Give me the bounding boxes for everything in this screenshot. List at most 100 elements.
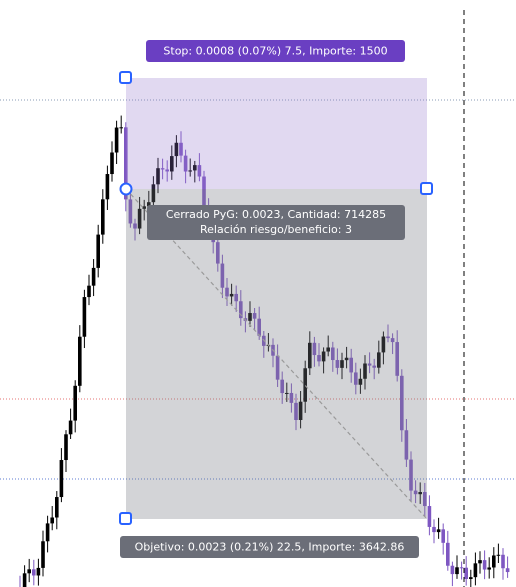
candle-body: [105, 174, 110, 200]
candle-body: [193, 165, 197, 171]
candle-body: [358, 378, 363, 385]
candle-body: [505, 568, 510, 573]
candle-body: [432, 526, 436, 533]
result-label-box: [147, 205, 405, 240]
candle-body: [128, 199, 133, 224]
candle-body: [354, 372, 358, 385]
candle-body: [404, 430, 409, 460]
candle-body: [45, 523, 50, 542]
candle-body: [179, 142, 183, 156]
candle-body: [248, 313, 252, 321]
candle-body: [478, 560, 482, 564]
candle-body: [331, 347, 335, 361]
handle[interactable]: [420, 182, 433, 195]
candle-body: [183, 155, 188, 172]
candle-body: [496, 554, 501, 556]
candle-body: [188, 170, 192, 172]
candle-body: [225, 287, 229, 297]
candle-body: [409, 459, 413, 491]
candle-body: [418, 492, 422, 495]
candle-body: [280, 379, 284, 394]
candle-body: [27, 569, 31, 574]
candle-body: [36, 567, 41, 576]
candle-body: [275, 355, 280, 380]
candle-body: [64, 434, 68, 461]
candle-body: [390, 338, 395, 343]
candle-body: [59, 460, 64, 498]
target-label: Objetivo: 0.0023 (0.21%) 22.5, Importe: …: [135, 541, 405, 554]
candle-body: [308, 342, 312, 369]
candle-body: [285, 392, 289, 394]
candle-body: [321, 351, 326, 362]
stop-label: Stop: 0.0008 (0.07%) 7.5, Importe: 1500: [163, 45, 387, 58]
candle-body: [423, 492, 427, 507]
candle-body: [455, 567, 459, 575]
candle-body: [252, 313, 257, 319]
candle-body: [303, 368, 307, 402]
candles: [19, 115, 510, 587]
candle-body: [436, 529, 441, 533]
candle-body: [91, 267, 96, 286]
candle-body: [156, 168, 160, 185]
candle-body: [450, 565, 455, 575]
candle-body: [469, 577, 473, 580]
candle-body: [459, 567, 464, 569]
candle-body: [73, 385, 77, 421]
candle-body: [101, 199, 105, 235]
candle-body: [413, 490, 418, 495]
candle-body: [335, 360, 340, 368]
candle-body: [160, 168, 165, 170]
candle-body: [363, 363, 367, 379]
candle-body: [96, 234, 100, 268]
candle-body: [487, 567, 491, 570]
trend-line: [125, 188, 428, 520]
candle-body: [349, 357, 353, 373]
target-label-box: [120, 536, 419, 558]
handle[interactable]: [119, 512, 132, 525]
candle-body: [395, 342, 399, 376]
candle-body: [32, 569, 36, 576]
candle-body: [202, 176, 206, 210]
handle[interactable]: [119, 71, 132, 84]
stop-zone: [126, 78, 427, 189]
candle-body: [151, 184, 156, 203]
candle-body: [234, 293, 238, 302]
candle-body: [41, 541, 45, 568]
candle-body: [78, 336, 82, 386]
candle-body: [257, 318, 261, 336]
candle-body: [446, 542, 450, 566]
candle-body: [114, 127, 119, 153]
stop-label-box: [146, 40, 405, 62]
candle-body: [482, 560, 487, 570]
candle-body: [22, 573, 27, 587]
candle-body: [119, 127, 123, 129]
candle-body: [82, 297, 87, 337]
candle-body: [124, 127, 128, 200]
candle-body: [367, 363, 372, 366]
candle-body: [317, 355, 321, 362]
candle-body: [381, 336, 386, 353]
candle-body: [142, 206, 146, 209]
candle-body: [344, 357, 349, 361]
candle-body: [464, 567, 468, 580]
candle-body: [239, 301, 243, 319]
candle-body: [386, 336, 390, 339]
candle-body: [427, 506, 432, 527]
result-label: Cerrado PyG: 0.0023, Cantidad: 714285: [166, 208, 386, 221]
candle-body: [147, 202, 151, 207]
candle-body: [326, 347, 330, 352]
candle-body: [165, 169, 169, 172]
candle-body: [229, 293, 234, 297]
candle-body: [473, 563, 478, 578]
candle-body: [50, 517, 54, 524]
candle-body: [87, 285, 91, 298]
candle-body: [377, 352, 381, 368]
candle-body: [400, 375, 404, 431]
handle[interactable]: [119, 182, 133, 196]
result-label: Relación riesgo/beneficio: 3: [200, 223, 352, 236]
candle-body: [492, 555, 496, 568]
candle-body: [174, 142, 179, 157]
candle-body: [298, 401, 303, 421]
